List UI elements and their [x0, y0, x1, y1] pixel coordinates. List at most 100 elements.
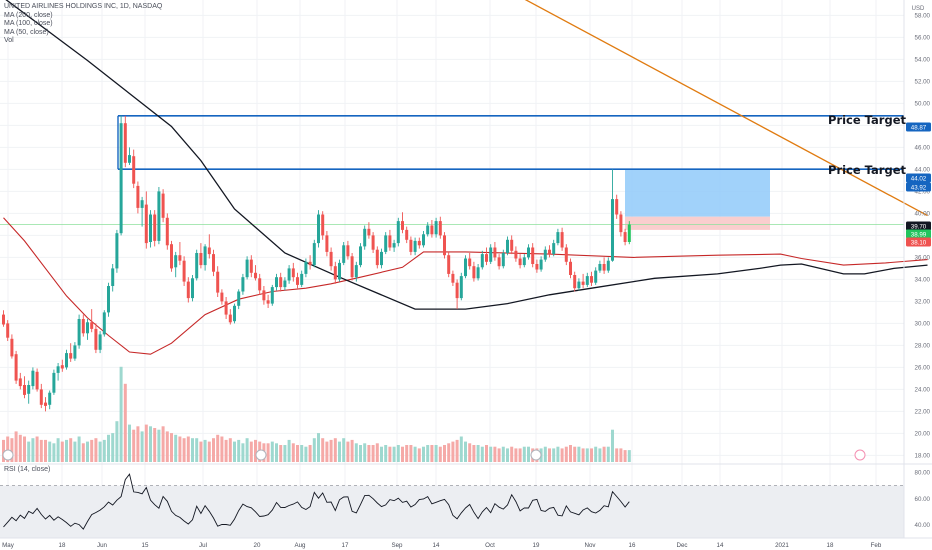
- candle-body: [422, 234, 425, 246]
- price-target-lines[interactable]: [117, 115, 904, 170]
- event-markers[interactable]: [2, 449, 866, 461]
- candle-body: [380, 251, 383, 266]
- volume-bar: [241, 443, 245, 462]
- candle-body: [569, 261, 572, 275]
- volume-bar: [501, 446, 505, 462]
- candle-body: [560, 232, 564, 248]
- candle-body: [228, 314, 232, 323]
- candle: [220, 289, 224, 305]
- volume-bar: [384, 445, 388, 462]
- legend-ma200[interactable]: MA (200, close): [4, 11, 53, 19]
- time-tick-label: 18: [59, 542, 66, 549]
- price-target-label-upper: Price Target: [828, 113, 906, 127]
- candle: [31, 367, 35, 390]
- volume-bar: [350, 439, 354, 462]
- candle-body: [69, 353, 73, 359]
- candle-body: [102, 312, 106, 335]
- candle: [396, 217, 400, 247]
- candle-body: [388, 235, 392, 248]
- volume-bar: [426, 445, 430, 462]
- volume-bar: [44, 439, 47, 462]
- volume-bar: [52, 443, 56, 462]
- candle: [161, 189, 165, 223]
- candle-body: [363, 228, 367, 247]
- candle: [182, 256, 186, 286]
- candle: [10, 334, 14, 359]
- candle: [119, 115, 123, 236]
- volume-bar: [178, 436, 182, 462]
- rsi-tick-label: 40.00: [915, 522, 931, 529]
- candle: [6, 320, 10, 341]
- time-axis[interactable]: May 18 Jun 15 Jul 20 Aug 17 Sep 14 Oct 19 Nov 16 Dec 14…: [0, 537, 932, 549]
- candle-body: [258, 278, 262, 291]
- rsi-legend[interactable]: RSI (14, close): [4, 466, 51, 473]
- candle: [237, 289, 241, 310]
- time-tick-label: Sep: [391, 542, 403, 549]
- candle-body: [35, 371, 39, 390]
- price-tick-label: 44.00: [915, 167, 931, 174]
- candle: [464, 255, 467, 279]
- volume-bar: [543, 446, 547, 462]
- candle-body: [342, 245, 346, 263]
- event-marker-circle: [854, 449, 866, 461]
- candle-body: [195, 253, 199, 279]
- candle-body: [333, 266, 337, 280]
- candle-body: [405, 229, 409, 240]
- candle: [480, 250, 484, 270]
- candle: [384, 232, 388, 255]
- price-axis[interactable]: USD58.0056.0054.0052.0050.0048.0046.0044…: [903, 0, 931, 538]
- rsi-tick-label: 80.00: [915, 470, 931, 477]
- candle: [590, 271, 593, 286]
- candle-body: [375, 249, 379, 266]
- candle: [371, 232, 375, 253]
- candle: [615, 194, 619, 219]
- price-badge: 48.87: [906, 122, 931, 132]
- volume-bar: [522, 446, 526, 462]
- volume-bar: [275, 443, 278, 462]
- time-tick-label: 17: [342, 542, 349, 549]
- candle: [52, 369, 56, 395]
- volume-bar: [464, 441, 467, 462]
- ma50-line: [5, 0, 928, 310]
- candle: [413, 237, 417, 256]
- time-tick-label: May: [2, 542, 15, 549]
- price-badge: 38.99: [906, 229, 931, 239]
- volume-bar: [157, 429, 161, 462]
- legend-ma100[interactable]: MA (100, close): [4, 20, 53, 28]
- volume-bar: [401, 446, 404, 462]
- candle: [539, 256, 543, 272]
- position-zone[interactable]: [0, 169, 904, 230]
- candle: [283, 277, 287, 291]
- candle-body: [119, 123, 123, 234]
- candle: [506, 236, 509, 256]
- volume-bar: [468, 443, 472, 462]
- volume-bar: [455, 439, 459, 462]
- candle-body: [510, 239, 514, 251]
- price-tick-label: 26.00: [915, 365, 931, 372]
- volume-bar: [165, 431, 169, 462]
- price-tick-label: 34.00: [915, 277, 931, 284]
- volume-bar: [577, 446, 581, 462]
- candle: [186, 277, 190, 303]
- candle-body: [619, 214, 623, 233]
- candle: [342, 242, 346, 266]
- legend-ma50[interactable]: MA (50, close): [4, 28, 49, 36]
- candle: [157, 187, 161, 245]
- volume-bar: [191, 438, 194, 462]
- volume-bar: [430, 445, 434, 462]
- candle-body: [254, 272, 257, 279]
- candle: [81, 314, 85, 337]
- legend-volume[interactable]: Vol: [4, 37, 14, 45]
- candle-body: [279, 277, 283, 288]
- candle-body: [464, 258, 467, 277]
- price-badge-bg: [906, 182, 931, 192]
- volume-bar: [140, 431, 144, 462]
- candle-body: [493, 247, 497, 258]
- volume-bar: [518, 448, 522, 462]
- candle-body: [485, 254, 488, 262]
- time-tick-label: Nov: [584, 542, 596, 549]
- candle: [77, 314, 81, 349]
- candle-body: [2, 314, 5, 325]
- price-tick-label: 56.00: [915, 35, 931, 42]
